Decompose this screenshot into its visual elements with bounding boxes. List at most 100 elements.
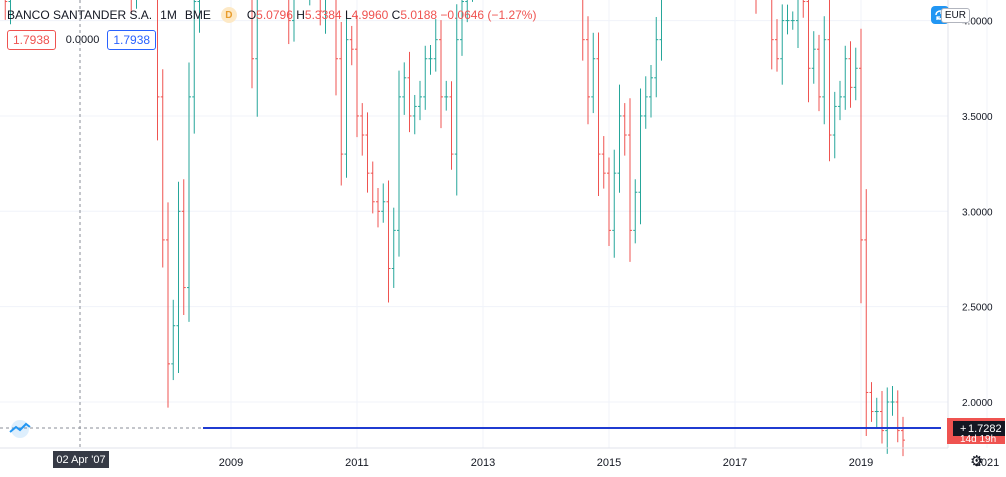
y-tick-label: 2.5000 <box>962 303 993 314</box>
ohlc-bar <box>654 16 659 98</box>
ohlc-bar <box>796 0 799 48</box>
ohlc-bar <box>460 0 464 56</box>
crosshair-date: 02 Apr '07 <box>56 454 105 466</box>
time-axis: 2009 2011 2013 2015 2017 2019 2021 <box>219 457 999 469</box>
y-tick-label: 3.0000 <box>962 207 993 218</box>
x-tick-label: 2009 <box>219 457 243 469</box>
ohlc-bar <box>365 112 370 193</box>
crosshair-price-box <box>953 421 1005 436</box>
x-tick-label: 2013 <box>471 457 495 469</box>
ohlc-bar <box>251 0 254 89</box>
y-tick-label: 2.0000 <box>962 398 993 409</box>
ohlc-values: O5.0796 H5.3384 L4.9960 C5.0188 −0.0646 … <box>246 8 537 22</box>
crosshair-price: 1.7282 <box>968 423 1002 435</box>
ohlc-bar <box>643 76 648 129</box>
ohlc-bar <box>848 41 853 108</box>
ohlc-bar <box>412 94 417 135</box>
tradingview-logo-icon[interactable] <box>6 420 34 443</box>
ohlc-bar <box>157 0 160 141</box>
ohlc-bar <box>176 181 181 374</box>
currency-label[interactable]: EUR <box>940 8 970 23</box>
ohlc-bar <box>171 299 176 381</box>
ohlc-bar <box>864 189 869 436</box>
ohlc-bar <box>418 80 422 121</box>
ohlc-bar <box>397 70 401 257</box>
ohlc-bar <box>255 0 258 117</box>
ohlc-bar <box>370 161 375 214</box>
ohlc-bar <box>601 136 606 189</box>
ohlc-bar <box>628 98 632 262</box>
y-tick-label: 3.5000 <box>962 112 993 123</box>
ohlc-bar <box>376 188 380 228</box>
ohlc-bar <box>4 0 8 20</box>
ohlc-bar <box>181 179 186 316</box>
ohlc-bar <box>386 180 391 303</box>
price-axis: 2.0000 2.5000 3.0000 3.5000 4.0000 <box>962 17 993 409</box>
ohlc-bar <box>454 4 459 196</box>
ohlc-bar <box>612 149 617 258</box>
ohlc-bar <box>339 22 344 186</box>
value-2: 0.0000 <box>65 34 100 46</box>
crosshair-date-box <box>53 451 109 468</box>
ohlc-bar <box>880 390 884 444</box>
ohlc-bar <box>402 62 407 115</box>
ohlc-bar <box>780 4 785 85</box>
symbol-name[interactable]: BANCO SANTANDER S.A. <box>7 8 153 22</box>
ohlc-bar <box>785 4 790 35</box>
value-box-3: 1.7938 <box>107 30 157 50</box>
ohlc-bar <box>465 0 468 23</box>
ohlc-bar <box>775 19 779 72</box>
y-tick-label: 4.0000 <box>962 17 993 28</box>
ohlc-bar <box>895 390 900 443</box>
ohlc-bar <box>901 416 905 457</box>
bar-countdown: 14d 19h <box>960 434 996 445</box>
grid-lines <box>0 0 988 448</box>
ohlc-bar <box>832 91 837 159</box>
ohlc-bar <box>874 397 879 428</box>
ohlc-bar <box>381 183 386 223</box>
ohlc-bar <box>344 16 349 178</box>
ohlc-bar <box>827 0 832 162</box>
ohlc-bar <box>843 45 848 110</box>
ohlc-bar <box>160 69 165 268</box>
ohlc-bar <box>407 51 412 133</box>
ohlc-bar <box>319 0 323 26</box>
ohlc-bar <box>591 32 596 114</box>
ohlc-bar <box>349 25 354 66</box>
ohlc-bar <box>292 0 295 42</box>
x-tick-label: 2019 <box>849 457 873 469</box>
exchange-label: BME <box>184 8 211 22</box>
ohlc-bar <box>391 207 396 288</box>
ohlc-bar <box>638 88 643 225</box>
ohlc-bar <box>197 0 200 33</box>
ohlc-bar <box>817 34 821 112</box>
ohlc-bar <box>617 84 622 193</box>
ohlc-bar <box>582 0 585 61</box>
ohlc-bar <box>444 80 449 111</box>
settings-gear-icon[interactable]: ⚙ <box>970 453 984 470</box>
price-change: −0.0646 (−1.27%) <box>440 8 537 22</box>
ohlc-bar <box>859 28 863 304</box>
ohlc-bar <box>802 0 806 18</box>
x-tick-label: 2017 <box>723 457 747 469</box>
ohlc-bar <box>166 202 170 408</box>
x-tick-label: 2015 <box>597 457 621 469</box>
ohlc-bar <box>806 0 811 103</box>
ohlc-bar <box>633 179 638 244</box>
interval-label[interactable]: 1M <box>160 8 177 22</box>
ohlc-bar <box>622 103 627 156</box>
ohlc-bar <box>433 19 438 72</box>
ohlc-bar <box>607 157 611 247</box>
x-tick-label: 2011 <box>345 457 369 469</box>
ohlc-bar <box>8 0 11 25</box>
ohlc-bar <box>288 0 291 45</box>
indicator-values: 1.7938 0.0000 1.7938 <box>7 30 157 50</box>
ohlc-bar <box>439 20 443 129</box>
ohlc-bar <box>355 15 359 138</box>
delay-badge-icon[interactable]: D <box>220 7 237 23</box>
ohlc-bar <box>586 16 590 125</box>
ohlc-bar <box>423 45 428 110</box>
ohlc-bar <box>596 32 601 197</box>
ohlc-bar <box>649 64 653 118</box>
